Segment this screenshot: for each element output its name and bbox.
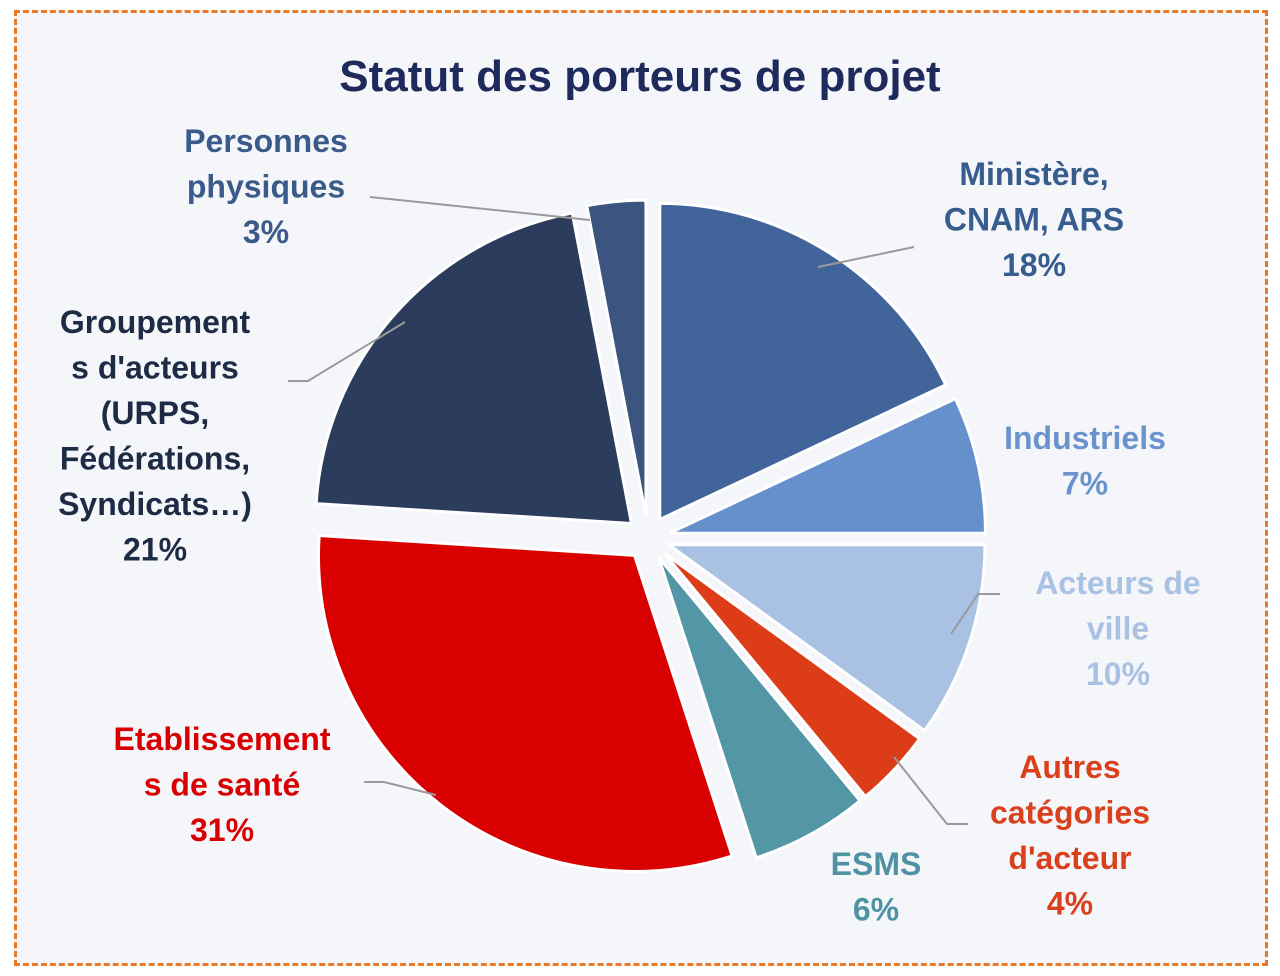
slice-percent-4: 6% [853,892,899,928]
pie-slice-3 [662,551,922,799]
slice-label-1: Industriels 7% [1004,420,1166,502]
leader-line-0 [817,246,915,268]
pie-slice-2 [664,543,987,733]
slice-label-line-2: Acteurs de [1035,565,1200,601]
slice-label-line-7: Personnes [184,123,348,159]
slice-label-line-6: Fédérations, [60,441,250,477]
slice-label-line-5: s de santé [144,767,301,803]
slice-label-line-3: catégories [990,795,1150,831]
slice-label-line-1: Industriels [1004,420,1166,456]
pie-slices [314,198,987,873]
slice-label-5: Etablissement s de santé 31% [114,721,331,848]
slice-label-line-3: Autres [1019,749,1120,785]
slice-label-line-0: Ministère, [959,156,1108,192]
slice-label-2: Acteurs de ville 10% [1035,565,1200,692]
slice-label-line-6: Syndicats…) [58,486,252,522]
slice-percent-6: 21% [123,532,187,568]
slice-label-3: Autres catégories d'acteur 4% [990,749,1150,922]
slice-label-4: ESMS 6% [831,846,922,928]
pie-slice-5 [317,533,735,873]
chart-title: Statut des porteurs de projet [339,52,941,101]
slice-label-line-3: d'acteur [1008,840,1131,876]
leader-line-2 [950,593,1000,635]
slice-label-line-5: Etablissement [114,721,331,757]
pie-slice-6 [314,211,634,526]
leader-lines [288,196,1000,825]
slice-labels: Ministère, CNAM, ARS 18% Industriels 7% Acteu… [58,123,1201,928]
leader-line-6 [288,321,406,382]
pie-slice-4 [657,556,863,860]
slice-label-6: Groupement s d'acteurs (URPS, Fédérations, S… [58,304,252,568]
slice-percent-2: 10% [1086,656,1150,692]
slice-percent-5: 31% [190,812,254,848]
slice-label-line-6: s d'acteurs [71,350,239,386]
slice-percent-7: 3% [243,214,289,250]
slice-label-0: Ministère, CNAM, ARS 18% [944,156,1124,283]
slice-label-7: Personnes physiques 3% [184,123,348,250]
leader-line-7 [369,196,591,221]
slice-percent-3: 4% [1047,886,1093,922]
slice-label-line-2: ville [1087,611,1149,647]
pie-slice-0 [658,201,948,522]
pie-slice-1 [668,396,987,535]
leader-line-5 [364,781,437,796]
slice-label-line-4: ESMS [831,846,922,882]
pie-slice-7 [584,198,648,517]
slice-percent-1: 7% [1062,466,1108,502]
slice-label-line-7: physiques [187,169,345,205]
leader-line-3 [893,756,968,825]
slice-label-line-0: CNAM, ARS [944,202,1124,238]
slice-percent-0: 18% [1002,247,1066,283]
slice-label-line-6: Groupement [60,304,251,340]
slice-label-line-6: (URPS, [101,395,209,431]
